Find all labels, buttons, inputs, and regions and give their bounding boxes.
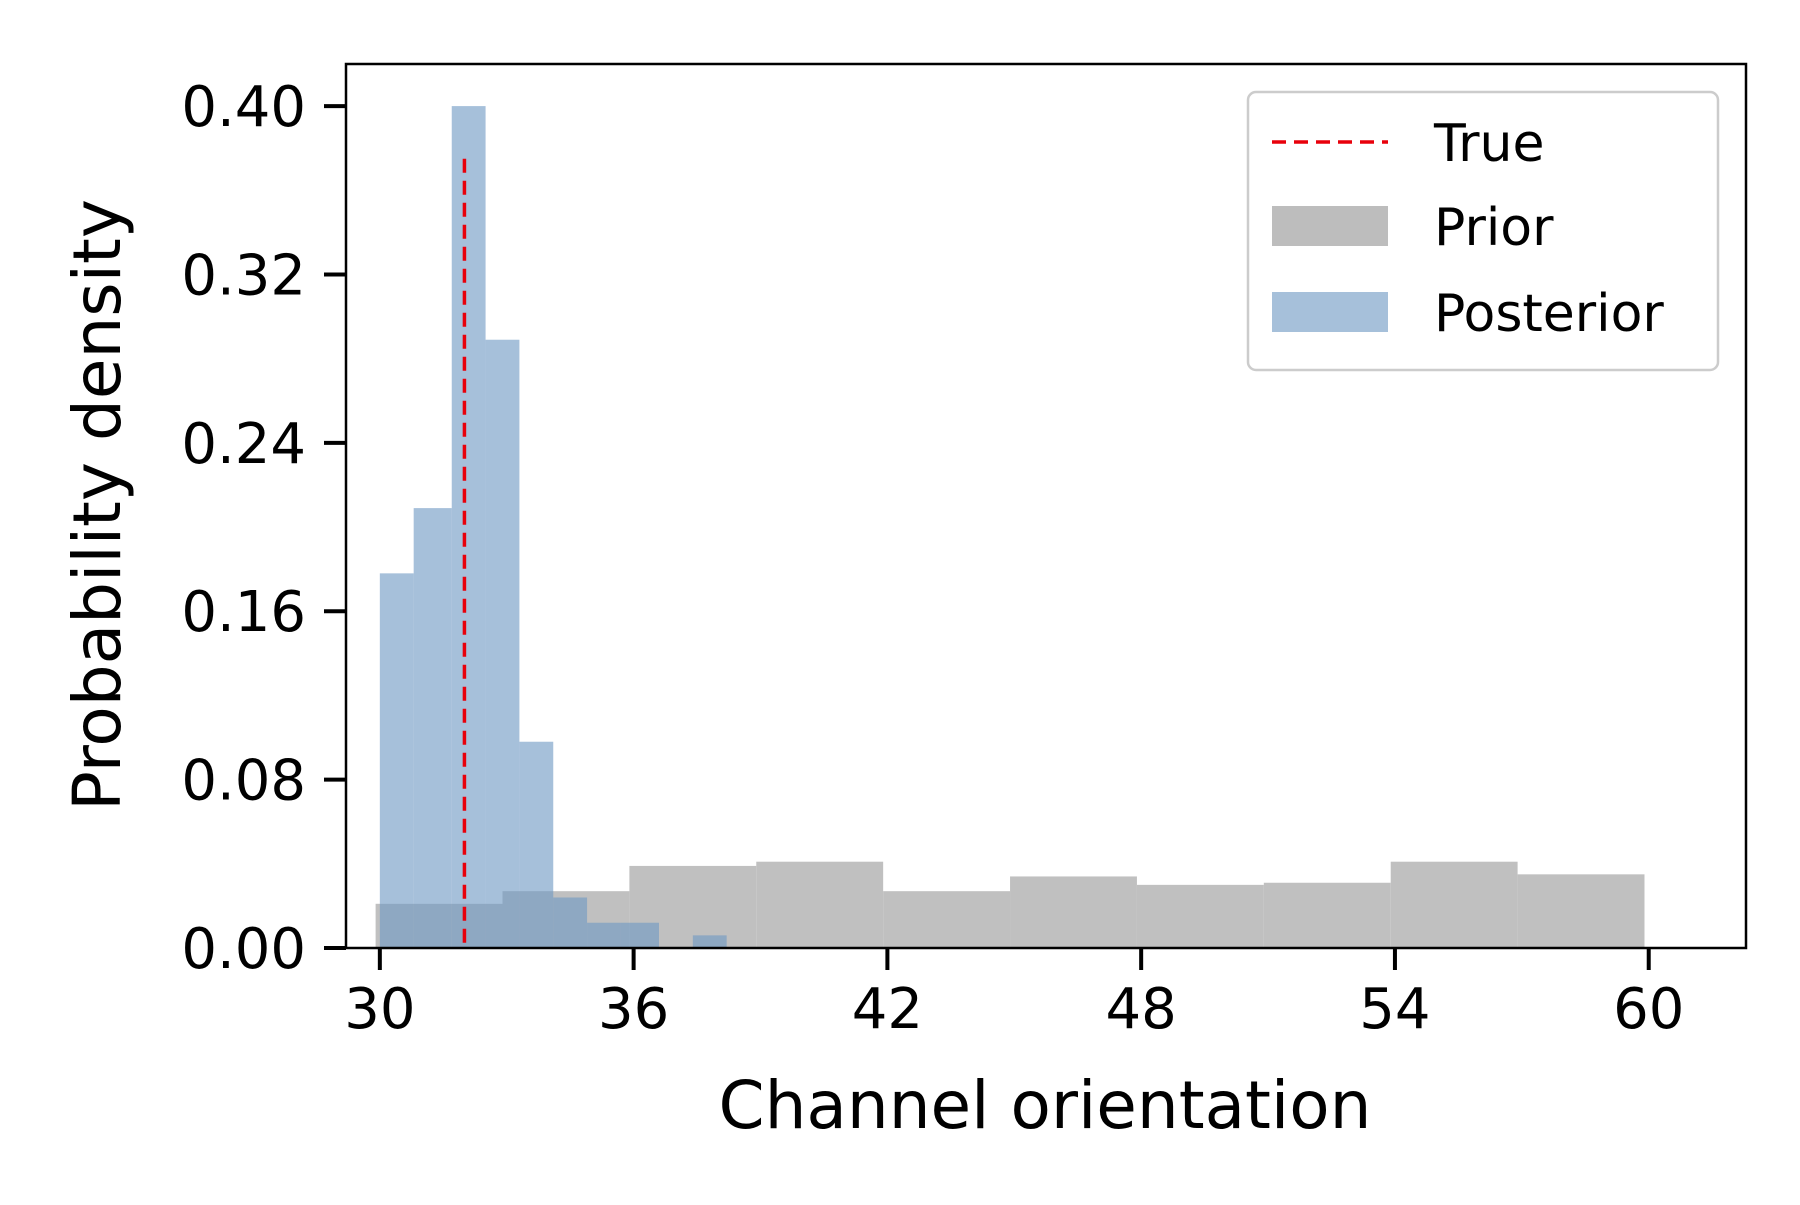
x-tick-label-60: 60 <box>1613 977 1684 1042</box>
y-tick-label-0: 0.00 <box>181 917 306 982</box>
y-tick-label-4: 0.32 <box>181 243 306 308</box>
posterior-bars <box>379 106 727 949</box>
y-axis-label: Probability density <box>59 199 136 811</box>
legend-prior-label: Prior <box>1434 198 1554 258</box>
posterior-bar-9 <box>692 935 727 948</box>
posterior-bar-4 <box>519 741 554 948</box>
x-axis: 30 36 42 48 54 60 <box>344 948 1684 1042</box>
x-tick-label-54: 54 <box>1359 977 1430 1042</box>
legend: True Prior Posterior <box>1246 90 1720 372</box>
x-axis-label: Channel orientation <box>719 1067 1372 1144</box>
legend-prior-swatch <box>1272 206 1388 246</box>
y-tick-label-5: 0.40 <box>181 75 306 140</box>
prior-bar-8 <box>1390 861 1518 948</box>
prior-bar-6 <box>1136 884 1264 948</box>
legend-true-label: True <box>1433 114 1544 174</box>
y-tick-label-3: 0.24 <box>181 412 306 477</box>
posterior-bar-7 <box>620 922 659 948</box>
y-tick-label-2: 0.16 <box>181 580 306 645</box>
posterior-bar-6 <box>587 922 621 948</box>
prior-bars <box>375 861 1645 948</box>
legend-posterior-label: Posterior <box>1434 284 1664 344</box>
prior-bar-3 <box>756 861 884 948</box>
prior-bar-7 <box>1263 882 1391 948</box>
prior-bar-4 <box>883 891 1011 948</box>
posterior-bar-3 <box>485 339 520 948</box>
x-tick-label-36: 36 <box>598 977 669 1042</box>
x-tick-label-42: 42 <box>852 977 923 1042</box>
prior-bar-9 <box>1517 874 1645 948</box>
x-tick-label-30: 30 <box>344 977 415 1042</box>
y-axis: 0.00 0.08 0.16 0.24 0.32 0.40 <box>181 75 346 982</box>
plot-frame <box>344 62 1748 950</box>
posterior-bar-5 <box>553 897 588 948</box>
prior-bar-5 <box>1010 876 1137 948</box>
posterior-bar-0 <box>379 573 414 948</box>
posterior-bar-2 <box>451 106 486 949</box>
legend-posterior-swatch <box>1272 292 1388 332</box>
x-tick-label-48: 48 <box>1106 977 1177 1042</box>
posterior-bar-1 <box>413 508 452 948</box>
y-tick-label-1: 0.08 <box>181 749 306 814</box>
